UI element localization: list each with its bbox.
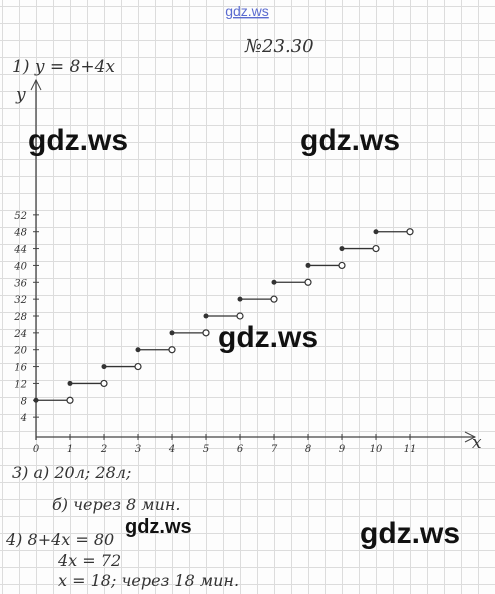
y-tick-label: 24 [13, 329, 27, 340]
y-tick-label: 44 [13, 245, 27, 256]
open-dot [66, 396, 74, 404]
open-dot [406, 228, 414, 236]
x-tick-label: 3 [135, 444, 141, 455]
x-arrow [464, 431, 477, 443]
open-dot [304, 278, 312, 286]
open-dot [236, 312, 244, 320]
x-tick-label: 9 [339, 444, 346, 455]
x-tick-label: 5 [203, 444, 209, 455]
site-link[interactable]: gdz.ws [225, 3, 269, 19]
task-line: б) через 8 мин. [52, 495, 181, 514]
closed-dot [373, 229, 379, 235]
open-dot [134, 362, 142, 371]
y-tick-label: 36 [14, 278, 27, 289]
closed-dot [135, 347, 141, 353]
closed-dot [203, 313, 209, 319]
x-tick-label: 8 [305, 444, 311, 455]
watermark: gdz.ws [218, 321, 318, 354]
task-line: 3) а) 20л; 28л; [12, 463, 131, 482]
watermark: gdz.ws [28, 124, 128, 157]
x-tick-label: 1 [67, 444, 73, 455]
task-line: 1) y = 8+4x [12, 57, 115, 77]
y-arrow [30, 78, 42, 91]
task-line: 4x = 72 [57, 551, 121, 570]
y-tick-label: 28 [13, 312, 27, 323]
open-dot [338, 261, 346, 270]
task-line: 4) 8+4x = 80 [5, 530, 114, 549]
x-tick-label: 0 [33, 444, 40, 455]
open-dot [202, 329, 210, 337]
open-dot [270, 295, 278, 303]
closed-dot [237, 296, 243, 302]
watermark: gdz.ws [125, 516, 192, 538]
y-tick-label: 48 [13, 228, 27, 239]
closed-dot [67, 380, 73, 386]
x-tick-label: 7 [271, 444, 278, 455]
closed-dot [339, 246, 345, 252]
y-tick-label: 32 [14, 295, 27, 306]
closed-dot [101, 364, 107, 370]
y-tick-label: 20 [13, 346, 27, 357]
closed-dot [271, 279, 277, 285]
x-tick-label: 4 [168, 444, 175, 455]
y-tick-label: 12 [14, 379, 27, 390]
x-tick-label: 10 [370, 444, 383, 455]
watermark: gdz.ws [300, 124, 400, 157]
open-dot [372, 244, 380, 253]
x-tick-label: 11 [404, 444, 417, 455]
task-line: x = 18; через 18 мин. [58, 571, 239, 590]
y-tick-label: 4 [20, 413, 27, 424]
y-tick-label: 8 [21, 396, 27, 407]
y-tick-label: 52 [14, 211, 27, 222]
task-number: №23.30 [244, 36, 314, 57]
closed-dot [33, 397, 39, 403]
watermark: gdz.ws [360, 517, 460, 550]
closed-dot [305, 262, 311, 268]
open-dot [168, 346, 176, 354]
y-tick-label: 40 [13, 261, 27, 272]
y-tick-label: 16 [14, 363, 27, 374]
x-tick-label: 2 [100, 444, 107, 455]
open-dot [100, 379, 108, 388]
x-tick-label: 6 [237, 444, 244, 455]
x-axis-label: x [472, 433, 482, 453]
y-axis-label: y [15, 85, 26, 105]
closed-dot [169, 330, 175, 336]
